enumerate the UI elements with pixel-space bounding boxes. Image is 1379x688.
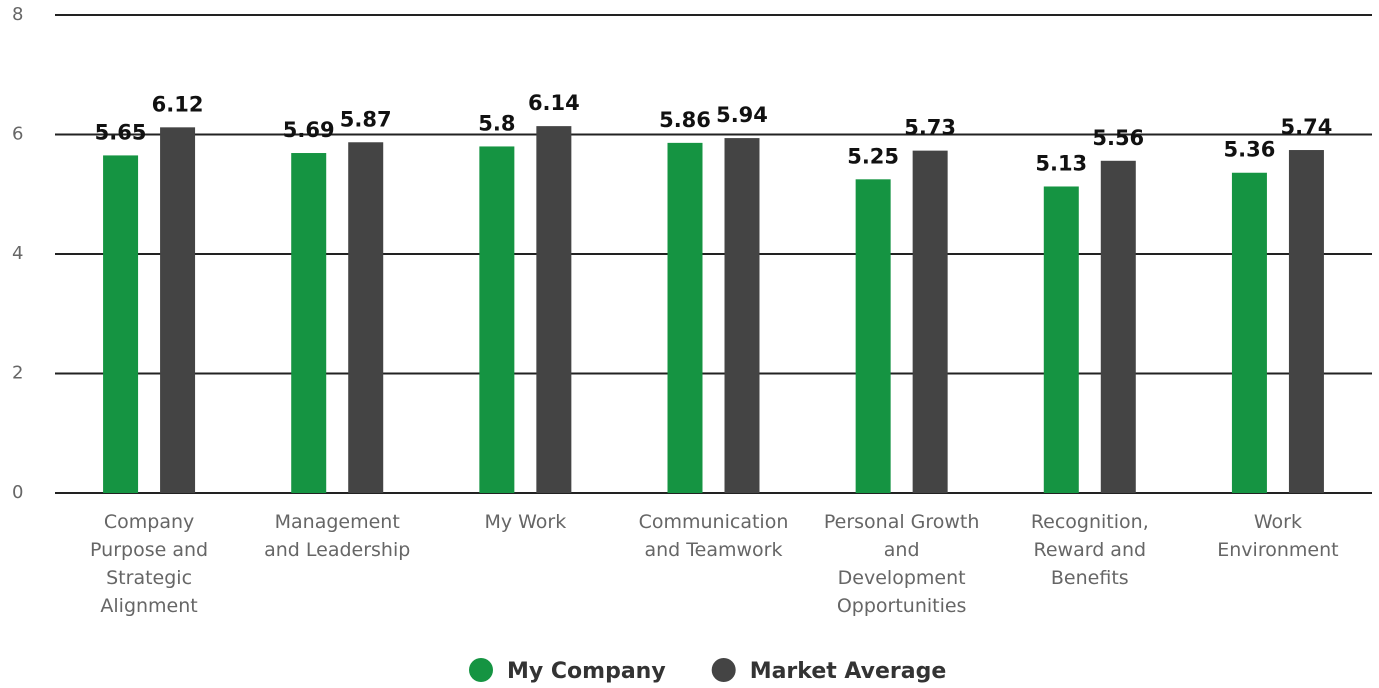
category-line: Alignment <box>100 595 197 617</box>
y-tick-label: 4 <box>12 243 23 264</box>
bar <box>536 126 572 493</box>
bar <box>103 155 139 493</box>
value-label: 5.69 <box>283 118 335 142</box>
y-tick-label: 2 <box>12 363 23 384</box>
value-label: 5.87 <box>340 107 392 131</box>
value-label: 5.94 <box>716 103 768 127</box>
category-line: Reward and <box>1034 539 1147 561</box>
value-label: 5.86 <box>659 108 711 132</box>
category-line: Recognition, <box>1031 511 1149 533</box>
category-line: and <box>884 539 920 561</box>
category-line: Management <box>275 511 400 533</box>
category-line: Personal Growth <box>824 511 980 533</box>
bar <box>160 127 196 493</box>
category-line: Environment <box>1217 539 1338 561</box>
value-label: 5.36 <box>1224 138 1276 162</box>
bar <box>912 150 948 493</box>
category-line: Opportunities <box>837 595 967 617</box>
bar <box>348 142 384 493</box>
y-tick-label: 0 <box>12 482 23 503</box>
value-label: 5.74 <box>1281 115 1333 139</box>
category-line: Development <box>838 567 966 589</box>
value-label: 5.73 <box>904 116 956 140</box>
x-tick-label: Recognition, Reward and Benefits <box>1031 511 1149 589</box>
bar <box>1288 150 1324 493</box>
bar <box>291 153 327 493</box>
value-label: 6.12 <box>152 92 204 116</box>
value-label: 6.14 <box>528 91 580 115</box>
category-line: Benefits <box>1051 567 1129 589</box>
bar <box>1043 186 1079 494</box>
bar <box>724 138 760 493</box>
bar <box>1100 160 1136 494</box>
category-line: Purpose and <box>90 539 208 561</box>
x-tick-label: Personal Growth and Development Opportuniti… <box>824 511 980 617</box>
value-label: 5.13 <box>1035 151 1087 175</box>
x-tick-label: Communication and Teamwork <box>639 511 789 561</box>
bar <box>479 146 515 493</box>
bar <box>667 142 703 494</box>
bar <box>1231 172 1267 494</box>
value-label: 5.25 <box>847 144 899 168</box>
category-line: My Work <box>484 511 566 533</box>
x-tick-label: Company Purpose and Strategic Alignment <box>90 511 208 617</box>
x-tick-label: My Work <box>484 511 566 533</box>
category-line: Work <box>1254 511 1302 533</box>
bar <box>855 179 891 493</box>
category-line: and Teamwork <box>645 539 783 561</box>
y-tick-label: 6 <box>12 124 23 145</box>
y-tick-label: 8 <box>12 4 23 25</box>
legend-label: My Company <box>507 659 666 684</box>
x-tick-label: Management and Leadership <box>264 511 410 561</box>
category-line: and Leadership <box>264 539 410 561</box>
category-line: Strategic <box>106 567 192 589</box>
legend-swatch <box>469 658 493 682</box>
category-line: Company <box>104 511 194 533</box>
value-label: 5.8 <box>478 111 515 135</box>
x-tick-label: Work Environment <box>1217 511 1338 561</box>
value-label: 5.65 <box>95 120 147 144</box>
legend-label: Market Average <box>750 659 947 684</box>
value-label: 5.56 <box>1092 126 1144 150</box>
category-line: Communication <box>639 511 789 533</box>
legend-swatch <box>711 658 736 682</box>
